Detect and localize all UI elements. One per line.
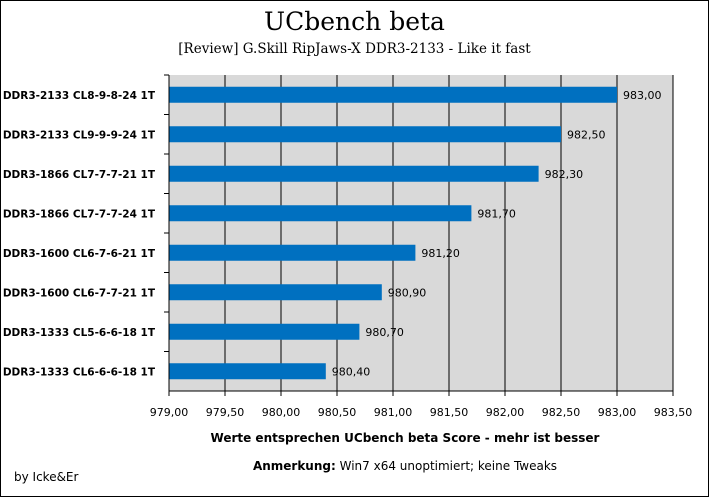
- x-tick-label: 983,00: [598, 406, 637, 419]
- x-tick-label: 981,50: [430, 406, 469, 419]
- bar: [169, 363, 326, 380]
- data-labels: 983,00 982,50 982,30 981,70 981,20 980,90 980,…: [332, 89, 662, 379]
- x-tick-label: 980,50: [318, 406, 357, 419]
- plot-area: [169, 75, 673, 391]
- bars: [169, 86, 617, 380]
- data-label: 980,40: [332, 365, 371, 378]
- bar: [169, 126, 561, 143]
- chart-title: UCbench beta: [264, 7, 445, 36]
- x-tick-label: 982,00: [486, 406, 525, 419]
- category-label: DDR3-1866 CL7-7-7-24 1T: [3, 208, 156, 220]
- x-tick-label: 983,50: [654, 406, 693, 419]
- data-label: 981,70: [477, 207, 516, 220]
- x-tick-label: 979,00: [150, 406, 189, 419]
- category-label: DDR3-1866 CL7-7-7-21 1T: [3, 169, 156, 181]
- chart-subtitle: [Review] G.Skill RipJaws-X DDR3-2133 - L…: [178, 41, 531, 57]
- data-label: 980,70: [365, 326, 404, 339]
- category-label: DDR3-1333 CL5-6-6-18 1T: [3, 327, 156, 339]
- x-tick-label: 981,00: [374, 406, 413, 419]
- x-tick-label: 982,50: [542, 406, 581, 419]
- note-label: Anmerkung:: [252, 459, 336, 473]
- category-labels: DDR3-2133 CL8-9-8-24 1T DDR3-2133 CL9-9-9…: [3, 74, 169, 378]
- data-label: 982,50: [567, 128, 606, 141]
- bar: [169, 244, 416, 261]
- credit: by Icke&Er: [14, 470, 79, 484]
- bar: [169, 86, 617, 103]
- note: Anmerkung: Win7 x64 unoptimiert; keine T…: [131, 459, 679, 473]
- bar: [169, 165, 539, 182]
- data-label: 981,20: [421, 247, 460, 260]
- category-label: DDR3-1600 CL6-7-7-21 1T: [3, 287, 156, 299]
- note-text: Win7 x64 unoptimiert; keine Tweaks: [335, 459, 558, 473]
- bar: [169, 284, 382, 301]
- category-label: DDR3-1600 CL6-7-6-21 1T: [3, 248, 156, 260]
- category-label: DDR3-2133 CL9-9-9-24 1T: [3, 129, 156, 141]
- bar: [169, 323, 360, 340]
- data-label: 983,00: [623, 89, 662, 102]
- x-tick-label: 979,50: [206, 406, 245, 419]
- data-label: 980,90: [388, 286, 427, 299]
- x-tick-label: 980,00: [262, 406, 301, 419]
- data-label: 982,30: [545, 168, 584, 181]
- category-label: DDR3-1333 CL6-6-6-18 1T: [3, 366, 156, 378]
- category-label: DDR3-2133 CL8-9-8-24 1T: [3, 90, 156, 102]
- x-tick-labels: 979,00 979,50 980,00 980,50 981,00 981,50 982,…: [150, 391, 693, 419]
- bar: [169, 205, 472, 222]
- x-axis-label: Werte entsprechen UCbench beta Score - m…: [210, 431, 600, 445]
